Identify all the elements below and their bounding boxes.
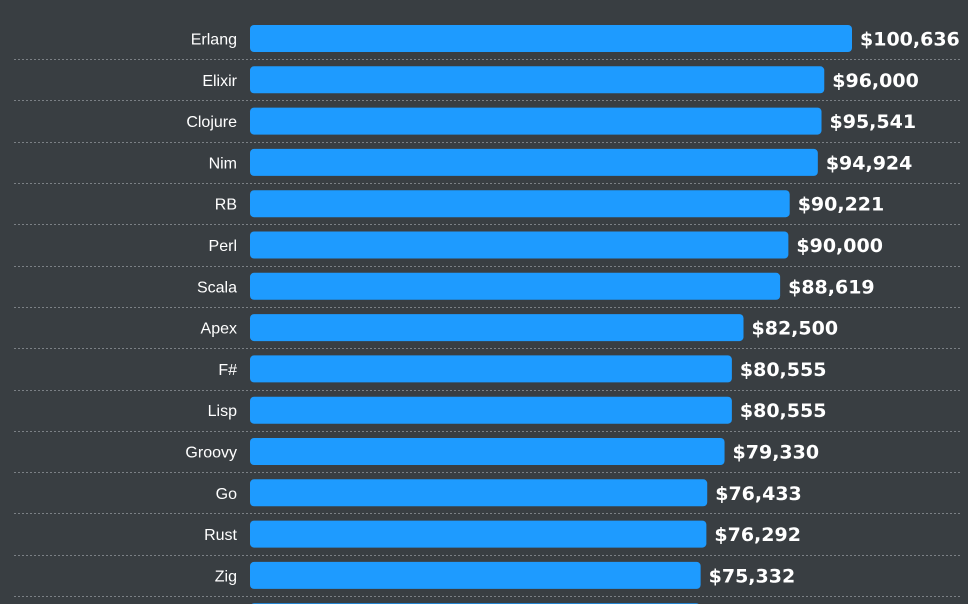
bar-nim bbox=[250, 148, 818, 176]
value-label-zig: $75,332 bbox=[709, 565, 796, 587]
category-label-go: Go bbox=[216, 486, 237, 503]
bar-rb bbox=[250, 190, 790, 218]
bar-rust bbox=[250, 520, 707, 548]
category-label-f-sharp: F# bbox=[218, 362, 237, 379]
bar-erlang bbox=[250, 25, 852, 52]
value-label-clojure: $95,541 bbox=[830, 111, 917, 133]
value-label-perl: $90,000 bbox=[796, 235, 883, 257]
category-label-apex: Apex bbox=[201, 321, 237, 338]
value-label-erlang: $100,636 bbox=[860, 29, 960, 51]
category-label-rust: Rust bbox=[204, 527, 237, 544]
category-label-perl: Perl bbox=[209, 238, 237, 255]
bar-lisp bbox=[250, 396, 732, 424]
bar-clojure bbox=[250, 107, 822, 135]
value-label-rust: $76,292 bbox=[714, 524, 801, 546]
value-label-nim: $94,924 bbox=[826, 152, 913, 174]
bar-apex bbox=[250, 314, 744, 342]
category-label-nim: Nim bbox=[209, 155, 237, 172]
category-label-groovy: Groovy bbox=[185, 445, 237, 462]
category-label-elixir: Elixir bbox=[202, 73, 237, 90]
category-label-erlang: Erlang bbox=[191, 32, 237, 49]
value-label-groovy: $79,330 bbox=[733, 442, 820, 464]
category-label-lisp: Lisp bbox=[208, 403, 237, 420]
bar-zig bbox=[250, 561, 701, 589]
bar-go bbox=[250, 479, 708, 507]
bar-groovy bbox=[250, 438, 725, 465]
bar-scala bbox=[250, 272, 781, 300]
bar-elixir bbox=[250, 66, 825, 94]
category-label-rb: RB bbox=[215, 197, 237, 214]
value-label-rb: $90,221 bbox=[798, 194, 885, 216]
bar-perl bbox=[250, 231, 789, 259]
value-label-elixir: $96,000 bbox=[832, 70, 919, 92]
bar-f-sharp bbox=[250, 355, 732, 383]
category-label-zig: Zig bbox=[215, 568, 237, 585]
value-label-go: $76,433 bbox=[715, 483, 802, 505]
value-label-f-sharp: $80,555 bbox=[740, 359, 827, 381]
value-label-lisp: $80,555 bbox=[740, 400, 827, 422]
category-label-clojure: Clojure bbox=[186, 114, 237, 131]
value-label-scala: $88,619 bbox=[788, 276, 875, 298]
category-label-scala: Scala bbox=[197, 279, 237, 296]
value-label-apex: $82,500 bbox=[752, 318, 839, 340]
